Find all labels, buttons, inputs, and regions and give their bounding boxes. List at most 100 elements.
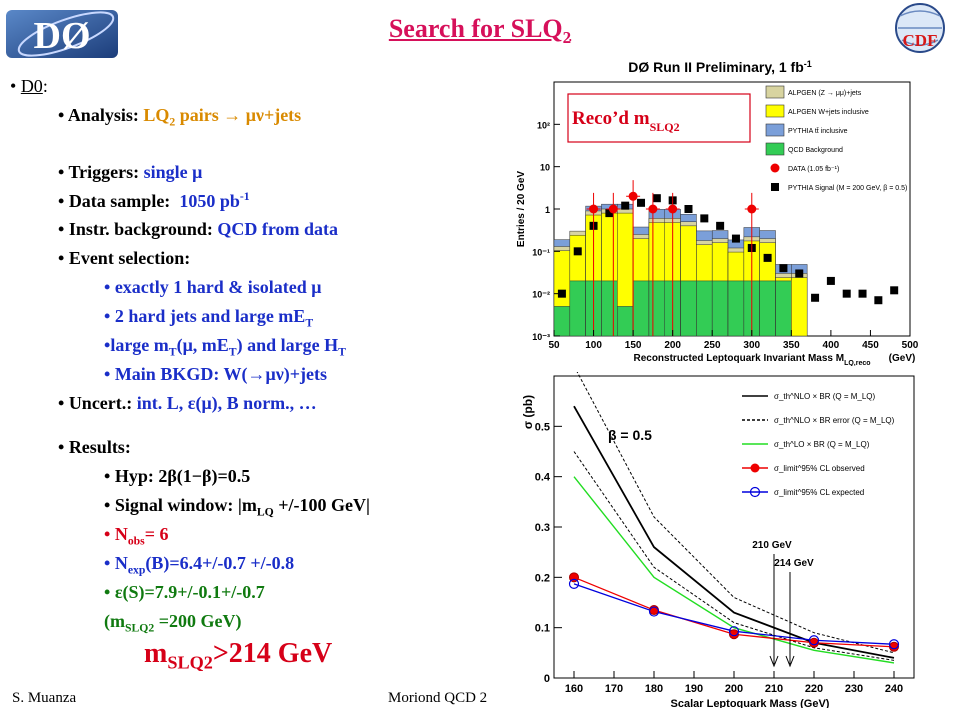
- y-tick-label: 0.1: [535, 623, 550, 635]
- x-tick-label: 160: [565, 683, 583, 695]
- selection-4: • Main BKGD: W(→μν)+jets: [104, 364, 327, 384]
- signal-point: [605, 209, 614, 218]
- signal-point: [652, 194, 661, 203]
- bar-qcd: [617, 306, 634, 337]
- signal-point: [890, 286, 899, 295]
- y-tick-label: 10: [540, 163, 550, 173]
- invariant-mass-histogram: DØ Run II Preliminary, 1 fb-1 50 100 150 200…: [510, 54, 930, 366]
- x-tick-label: 100: [585, 340, 602, 351]
- x-tick-label: 220: [805, 683, 823, 695]
- signal-point: [795, 269, 804, 278]
- legend-swatch: [765, 123, 785, 137]
- cross-section-limit-plot: 160 170 180 190 200 210 220 230 240 0 0.1 0.2 0.3 0.4…: [510, 372, 930, 708]
- bar-qcd: [759, 280, 776, 337]
- legend-marker: [750, 463, 760, 473]
- legend-marker: [770, 163, 780, 173]
- signal-point: [731, 234, 740, 243]
- arrowhead-210: [769, 655, 779, 668]
- x-tick-label: 190: [685, 683, 703, 695]
- y-tick-label: 0: [544, 673, 550, 685]
- data-point: [589, 204, 599, 214]
- observed-point: [729, 629, 739, 640]
- y-tick-label: 0.2: [535, 572, 550, 584]
- observed-point: [889, 641, 899, 652]
- legend-label: ALPGEN (Z → μμ)+jets: [788, 90, 862, 97]
- legend-label: PYTHIA tt̄ inclusive: [788, 127, 848, 135]
- signal-point: [811, 293, 820, 302]
- signal-point: [874, 296, 883, 305]
- limit-ylabel: σ (pb): [521, 395, 535, 429]
- cdf-logo-text: CDF: [903, 31, 938, 50]
- signal-point: [637, 198, 646, 207]
- signal-point: [842, 289, 851, 298]
- bar-qcd: [680, 280, 697, 337]
- y-tick-label: 10⁻²: [532, 290, 550, 300]
- legend-label: σ_limit^95% CL expected: [774, 488, 864, 497]
- bar-wjets: [791, 277, 808, 337]
- expected-point: [808, 635, 820, 646]
- histogram-xlabel-unit: (GeV): [889, 353, 916, 364]
- y-tick-label: 10⁻¹: [532, 247, 550, 257]
- x-tick-label: 150: [625, 340, 642, 351]
- sample-line: • Data sample: 1050 pb-1: [58, 190, 250, 211]
- data-point: [747, 204, 757, 214]
- legend-marker: [749, 486, 761, 498]
- x-tick-label: 400: [823, 340, 840, 351]
- hyp-line: • Hyp: 2β(1−β)=0.5: [104, 466, 251, 486]
- lo-line: [573, 476, 895, 664]
- uncert-line: • Uncert.: int. L, ε(μ), B norm., …: [58, 393, 317, 413]
- annotation-box: [567, 93, 751, 143]
- results-heading: • Results:: [58, 437, 131, 457]
- bar-qcd: [632, 280, 650, 337]
- y-tick-label: 10⁻³: [532, 332, 550, 342]
- x-tick-label: 500: [902, 340, 919, 351]
- x-tick-label: 50: [548, 340, 560, 351]
- selection-2: • 2 hard jets and large mET: [104, 306, 314, 330]
- histogram-xlabel: Reconstructed Leptoquark Invariant Mass …: [633, 353, 870, 366]
- signal-point: [700, 214, 709, 223]
- legend-label: σ_th^NLO × BR error (Q = M_LQ): [774, 416, 895, 425]
- legend-label: DATA (1.05 fb⁻¹): [788, 166, 839, 173]
- legend-swatch: [765, 85, 785, 99]
- x-tick-label: 230: [845, 683, 863, 695]
- footer-conference: Moriond QCD 2: [388, 690, 488, 706]
- legend-label: ALPGEN W+jets inclusive: [788, 109, 869, 116]
- bar-qcd: [696, 280, 713, 337]
- legend-swatch: [765, 142, 785, 156]
- selection-1: • exactly 1 hard & isolated μ: [104, 277, 322, 297]
- selection-3: •large mT(μ, mET) and large HT: [104, 335, 346, 359]
- signal-point: [763, 253, 772, 262]
- legend-swatch: [765, 104, 785, 118]
- bar-qcd: [775, 280, 792, 337]
- signal-point: [557, 289, 566, 298]
- beta-annotation: β = 0.5: [608, 427, 652, 443]
- data-point: [628, 191, 638, 201]
- event-selection-heading: • Event selection:: [58, 248, 191, 268]
- x-tick-label: 210: [765, 683, 783, 695]
- legend-label: σ_limit^95% CL observed: [774, 464, 865, 473]
- histogram-title-superscript: -1: [804, 59, 812, 69]
- mass-210-label: 210 GeV: [752, 540, 792, 551]
- bar-qcd: [601, 280, 618, 337]
- y-tick-label: 0.4: [535, 472, 551, 484]
- annotation-subscript: SLQ2: [650, 120, 680, 134]
- mass-limit: mSLQ2>214 GeV: [144, 638, 333, 673]
- signal-point: [826, 276, 835, 285]
- bar-qcd: [553, 306, 571, 337]
- analysis-line: • Analysis: LQ2 pairs → μν+jets: [58, 105, 302, 129]
- nlo-line: [573, 405, 895, 659]
- signal-point: [716, 221, 725, 230]
- legend-label: σ_th^LO × BR (Q = M_LQ): [774, 440, 870, 449]
- data-point: [668, 204, 678, 214]
- page-title: Search for SLQ2: [388, 14, 572, 48]
- x-tick-label: 200: [725, 683, 743, 695]
- eff-line: • ε(S)=7.9+/-0.1+/-0.7: [104, 582, 265, 602]
- mslq-line: (mSLQ2 =200 GeV): [104, 611, 242, 635]
- mass-214-label: 214 GeV: [774, 558, 814, 569]
- x-tick-label: 240: [885, 683, 903, 695]
- expected-point: [728, 626, 740, 637]
- y-tick-label: 1: [545, 205, 550, 215]
- nobs-line: • Nobs= 6: [104, 524, 169, 548]
- window-line: • Signal window: |mLQ +/-100 GeV|: [104, 495, 370, 519]
- signal-point: [779, 264, 788, 273]
